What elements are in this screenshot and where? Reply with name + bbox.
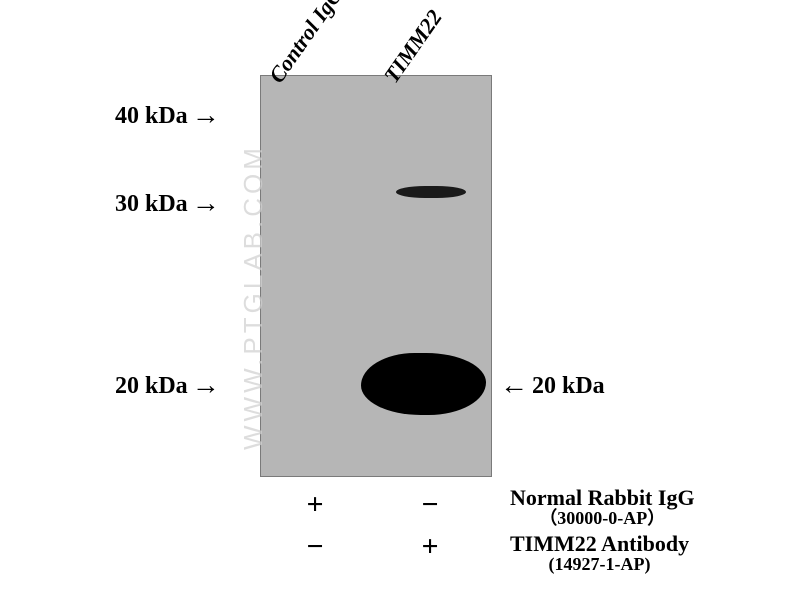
mw-30-text: 30 kDa [115,191,188,218]
arrow-right-icon: → [192,188,220,220]
reagent-normal-igg-cat: （30000-0-AP） [510,509,695,528]
watermark-text: WWW.PTGLAB.COM [238,144,269,450]
figure-container: WWW.PTGLAB.COM Control IgG TIMM22 40 kDa… [0,0,800,600]
reagent-antibody-cat: (14927-1-AP) [510,555,689,574]
condition-control-row1: + [300,488,330,522]
reagent-antibody-name: TIMM22 Antibody [510,531,689,556]
arrow-right-icon: → [192,100,220,132]
mw-marker-right: ← 20 kDa [500,370,605,402]
arrow-right-icon: → [192,370,220,402]
condition-sample-row1: − [415,488,445,522]
reagent-antibody: TIMM22 Antibody (14927-1-AP) [510,532,689,574]
mw-marker-30: 30 kDa → [115,188,220,220]
mw-right-text: 20 kDa [532,373,605,400]
arrow-left-icon: ← [500,370,528,402]
band-lower [361,353,486,415]
condition-sample-row2: + [415,530,445,564]
mw-20-text: 20 kDa [115,373,188,400]
mw-marker-20: 20 kDa → [115,370,220,402]
reagent-normal-igg: Normal Rabbit IgG （30000-0-AP） [510,486,695,528]
mw-40-text: 40 kDa [115,103,188,130]
reagent-normal-igg-name: Normal Rabbit IgG [510,485,695,510]
band-upper [396,186,466,198]
mw-marker-40: 40 kDa → [115,100,220,132]
condition-control-row2: − [300,530,330,564]
blot-image [260,75,492,477]
